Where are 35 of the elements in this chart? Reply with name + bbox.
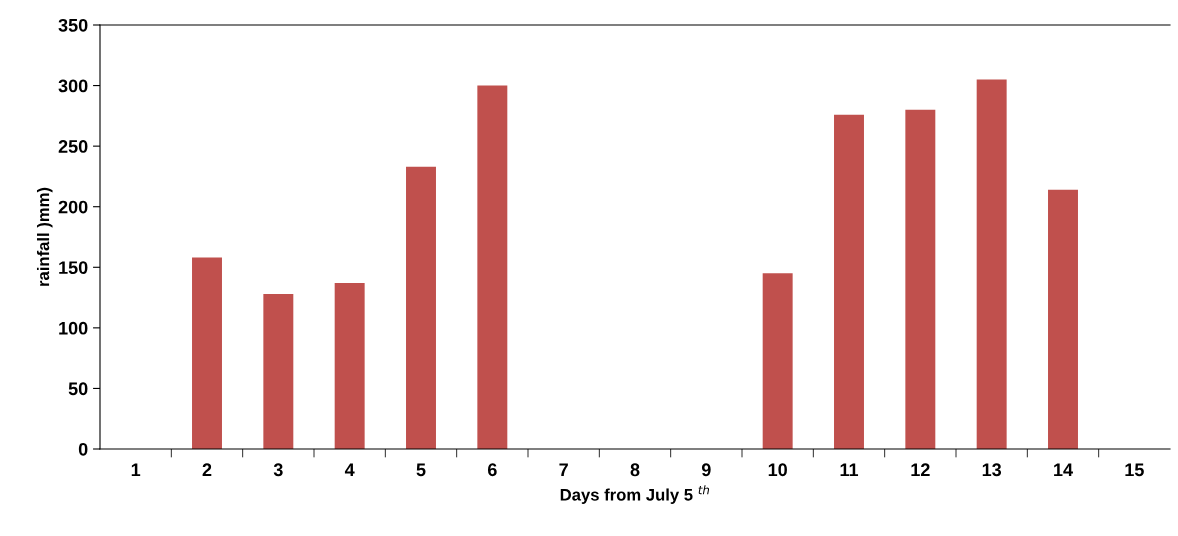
y-tick-label: 150	[59, 261, 88, 275]
bar	[334, 283, 365, 449]
y-tick-label: 50	[68, 382, 88, 396]
x-tick-label: 12	[911, 463, 930, 476]
y-tick-label: 250	[58, 140, 88, 153]
x-tick-label: 14	[1054, 463, 1073, 476]
x-tick-label: 9	[701, 463, 711, 477]
x-tick-label: 7	[559, 463, 568, 476]
bar	[1048, 189, 1078, 449]
x-tick-label: 5	[416, 463, 426, 477]
x-tick-label: 6	[487, 463, 497, 477]
x-tick-label: 3	[273, 463, 283, 477]
y-tick-label: 100	[59, 321, 88, 335]
bar	[834, 114, 864, 449]
y-axis-title: rainfall )mm)	[36, 187, 53, 286]
bar	[762, 273, 793, 449]
x-tick-label: 2	[202, 463, 212, 476]
bar	[905, 109, 936, 449]
y-tick-label: 300	[58, 79, 88, 93]
bar	[477, 85, 508, 449]
x-tick-label: 8	[630, 463, 640, 477]
bar	[192, 257, 222, 449]
bar	[976, 79, 1007, 449]
y-tick-label: 200	[58, 200, 88, 214]
x-tick-label: 11	[840, 463, 859, 476]
x-tick-label: 1	[131, 463, 141, 476]
y-tick-label: 0	[78, 442, 88, 456]
bar	[406, 166, 436, 449]
x-axis-title: Days from July 5 $^{th}$	[560, 485, 710, 504]
x-tick-label: 15	[1125, 463, 1144, 477]
x-tick-label: 10	[768, 463, 787, 477]
y-tick-label: 350	[58, 18, 88, 32]
x-tick-label: 4	[344, 463, 355, 476]
x-tick-label: 13	[982, 463, 1002, 477]
bar	[263, 293, 294, 449]
